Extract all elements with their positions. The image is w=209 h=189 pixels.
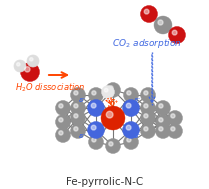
Circle shape xyxy=(101,106,125,130)
Text: H$_2$O dissociation: H$_2$O dissociation xyxy=(15,82,86,94)
Circle shape xyxy=(154,16,172,34)
Circle shape xyxy=(167,111,182,125)
Circle shape xyxy=(92,91,96,95)
Circle shape xyxy=(126,125,131,130)
Circle shape xyxy=(25,67,30,72)
Circle shape xyxy=(70,88,85,102)
Circle shape xyxy=(106,139,121,153)
Circle shape xyxy=(109,86,113,90)
Circle shape xyxy=(167,123,182,139)
Circle shape xyxy=(91,125,96,130)
Circle shape xyxy=(140,123,155,139)
Circle shape xyxy=(140,101,155,115)
Circle shape xyxy=(124,135,139,149)
Text: CO$_2$ adsorption: CO$_2$ adsorption xyxy=(112,37,182,50)
Circle shape xyxy=(144,104,148,108)
Circle shape xyxy=(159,127,163,131)
Circle shape xyxy=(109,142,113,146)
Circle shape xyxy=(74,127,78,131)
Circle shape xyxy=(171,127,175,131)
Text: δ⁻: δ⁻ xyxy=(79,135,87,139)
Circle shape xyxy=(122,122,139,139)
Circle shape xyxy=(74,104,78,108)
Text: δ⁺: δ⁺ xyxy=(110,99,120,108)
Circle shape xyxy=(124,88,139,102)
Text: δ⁻: δ⁻ xyxy=(134,98,142,104)
Circle shape xyxy=(155,123,171,139)
Text: Fe-pyrrolic-N-C: Fe-pyrrolic-N-C xyxy=(66,177,143,187)
Circle shape xyxy=(126,103,131,108)
Circle shape xyxy=(122,99,139,116)
Circle shape xyxy=(88,88,103,102)
Circle shape xyxy=(140,111,155,125)
Circle shape xyxy=(74,114,78,118)
Circle shape xyxy=(144,9,149,14)
Circle shape xyxy=(127,138,131,142)
Circle shape xyxy=(91,103,96,108)
Circle shape xyxy=(17,63,20,66)
Circle shape xyxy=(127,91,131,95)
Circle shape xyxy=(70,123,85,139)
Circle shape xyxy=(59,104,63,108)
Circle shape xyxy=(144,114,148,118)
Circle shape xyxy=(92,138,96,142)
Circle shape xyxy=(171,114,175,118)
Circle shape xyxy=(172,30,177,35)
Circle shape xyxy=(27,55,39,67)
Circle shape xyxy=(70,101,85,115)
Text: δ⁻: δ⁻ xyxy=(79,98,87,104)
Circle shape xyxy=(159,104,163,108)
Circle shape xyxy=(144,127,148,131)
Circle shape xyxy=(168,26,186,43)
Circle shape xyxy=(144,91,148,95)
Circle shape xyxy=(140,5,158,22)
Circle shape xyxy=(59,118,63,122)
Circle shape xyxy=(106,83,121,98)
Circle shape xyxy=(59,131,63,135)
Circle shape xyxy=(56,128,70,143)
Circle shape xyxy=(155,115,171,129)
Circle shape xyxy=(20,63,40,81)
Circle shape xyxy=(88,135,103,149)
Circle shape xyxy=(102,85,115,98)
Circle shape xyxy=(158,20,163,25)
Circle shape xyxy=(56,115,70,129)
Circle shape xyxy=(159,118,163,122)
Circle shape xyxy=(88,122,104,139)
Circle shape xyxy=(70,111,85,125)
Circle shape xyxy=(140,88,155,102)
Circle shape xyxy=(56,101,70,115)
Circle shape xyxy=(155,101,171,115)
Circle shape xyxy=(104,88,108,92)
Circle shape xyxy=(106,111,113,118)
Circle shape xyxy=(88,99,104,116)
Circle shape xyxy=(74,91,78,95)
Circle shape xyxy=(14,60,26,72)
Text: δ⁻: δ⁻ xyxy=(134,135,142,139)
Circle shape xyxy=(30,58,33,61)
